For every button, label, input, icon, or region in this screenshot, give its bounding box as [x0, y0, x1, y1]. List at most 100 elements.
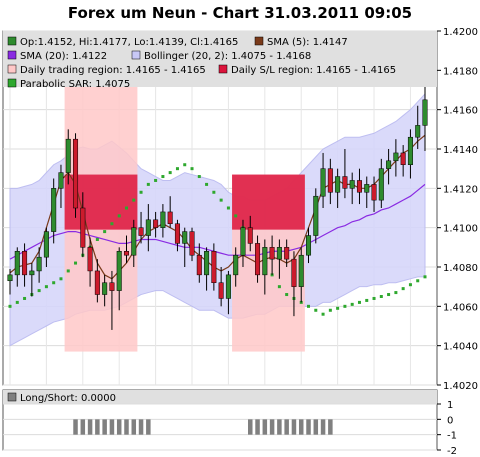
longshort-bar: [109, 419, 115, 435]
candle-body: [371, 184, 377, 201]
trading-regions: [64, 56, 305, 352]
candle-body: [313, 195, 319, 236]
candle-body: [349, 180, 355, 189]
legend-daily-sl-swatch: [218, 64, 228, 74]
longshort-bar: [131, 419, 137, 435]
sar-point: [401, 287, 405, 291]
candle-body: [116, 251, 122, 291]
longshort-bar: [284, 419, 289, 435]
candle-body: [378, 168, 384, 201]
price-tick-label: 1.4160: [443, 106, 478, 117]
legend-sma20-swatch: [7, 50, 17, 60]
candle-body: [14, 251, 20, 276]
legend-sma5-swatch: [254, 36, 264, 46]
candle-body: [189, 231, 195, 256]
price-tick-label: 1.4060: [443, 302, 478, 313]
candle-body: [218, 282, 224, 299]
candle-body: [407, 136, 413, 165]
sar-point: [183, 163, 187, 167]
candle-body: [182, 231, 188, 244]
candle-body: [335, 176, 341, 193]
candle-body: [327, 168, 333, 193]
candle-body: [422, 99, 428, 126]
sar-point: [103, 230, 107, 234]
sma20-path: [9, 183, 426, 260]
candle-body: [225, 274, 231, 299]
candle-body: [320, 168, 326, 197]
sma20-line: [9, 183, 426, 260]
longshort-bar: [146, 419, 151, 435]
price-tick-label: 1.4100: [443, 224, 478, 235]
legend-ohlc-swatch: [7, 36, 17, 46]
sl-region: [232, 174, 305, 230]
candle-body: [36, 256, 42, 272]
legend-sma5: SMA (5): 1.4147: [267, 37, 348, 48]
longshort-bar: [80, 419, 86, 435]
longshort-bar: [73, 419, 78, 435]
sar-point: [423, 275, 427, 279]
candle-body: [233, 254, 239, 276]
candle-body: [211, 251, 217, 283]
sar-point: [59, 277, 63, 281]
sar-point: [387, 293, 391, 297]
sma5-line: [9, 134, 426, 280]
legend-daily-sl: Daily S/L region: 1.4165 - 1.4165: [231, 65, 396, 76]
longshort-bar: [116, 419, 122, 435]
sma5-path: [9, 134, 426, 280]
candle-body: [400, 152, 406, 165]
candle-body: [80, 207, 86, 248]
candle-body: [22, 251, 28, 276]
longshort-bar: [291, 419, 297, 435]
price-tick-label: 1.4080: [443, 263, 478, 274]
sar-point: [212, 190, 216, 194]
sar-point: [350, 302, 354, 306]
candle-body: [123, 251, 129, 256]
candle-body: [87, 247, 93, 272]
longshort-bar: [313, 419, 319, 435]
longshort-bar: [255, 419, 260, 435]
legend-sar: Parabolic SAR: 1.4075: [20, 79, 130, 90]
sar-point: [132, 198, 136, 202]
candle-body: [131, 227, 137, 256]
sar-point: [343, 304, 347, 308]
sar-point: [52, 281, 56, 285]
legend-longshort: Long/Short: 0.0000: [20, 393, 116, 404]
candle-body: [58, 172, 64, 189]
legend-sma20: SMA (20): 1.4122: [20, 51, 107, 62]
price-tick-label: 1.4040: [443, 342, 478, 353]
candle-body: [356, 180, 362, 193]
candle-body: [415, 125, 421, 138]
candle-body: [306, 235, 312, 256]
sar-point: [285, 293, 289, 297]
candle-body: [364, 184, 370, 193]
sar-point: [307, 304, 311, 308]
sar-point: [154, 178, 158, 182]
candle-body: [393, 152, 399, 162]
candle-body: [298, 254, 304, 287]
sar-point: [394, 291, 398, 295]
sar-point: [357, 300, 361, 304]
indicator-tick-label: -1: [447, 431, 457, 442]
longshort-bar: [269, 419, 275, 435]
longshort-bar: [306, 419, 311, 435]
candle-body: [276, 247, 282, 260]
candles: [7, 76, 428, 330]
sar-point: [277, 285, 281, 289]
candle-body: [153, 219, 159, 228]
candle-body: [174, 223, 180, 244]
sar-point: [23, 296, 27, 300]
sar-point: [117, 214, 121, 218]
candle-body: [342, 176, 348, 189]
sar-point: [379, 295, 383, 298]
sar-point: [161, 175, 165, 179]
sar-point: [321, 312, 325, 316]
longshort-bar: [138, 419, 144, 435]
candle-body: [284, 247, 290, 260]
candle-body: [196, 254, 202, 276]
legend-box: [3, 31, 437, 87]
candle-body: [138, 227, 144, 236]
candle-body: [247, 227, 253, 244]
indicator-legend-box: [3, 390, 437, 404]
sar-point: [197, 175, 201, 179]
sar-point: [124, 206, 128, 210]
